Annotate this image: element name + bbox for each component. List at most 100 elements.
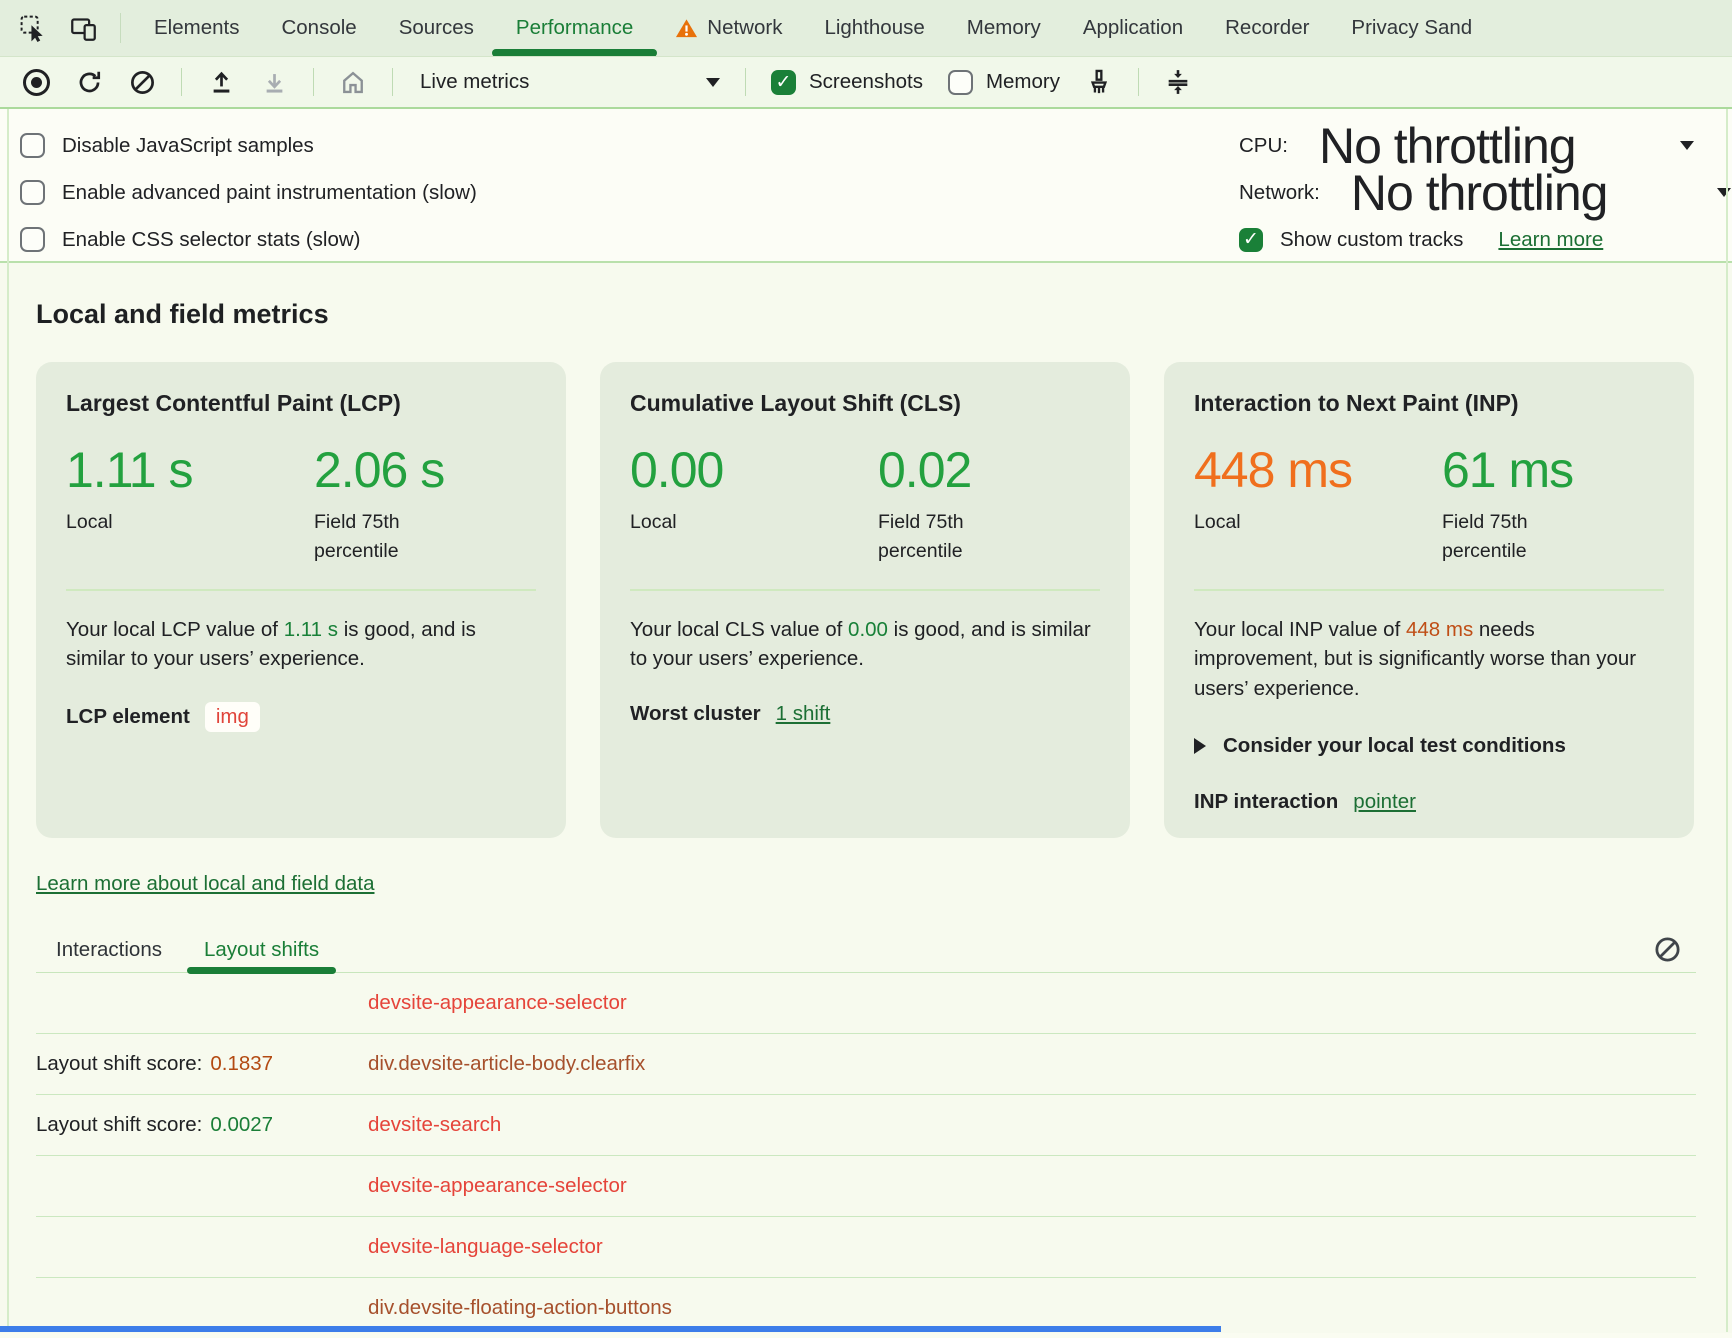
history-selected-value: Live metrics: [420, 70, 530, 93]
download-profile-button[interactable]: [260, 68, 288, 96]
history-select[interactable]: Live metrics: [420, 70, 720, 94]
tab-sources[interactable]: Sources: [398, 16, 474, 39]
cpu-selected-value: No throttling: [1318, 117, 1577, 174]
element-link[interactable]: div.devsite-floating-action-buttons: [368, 1296, 672, 1319]
collapse-tracks-button[interactable]: [1164, 68, 1192, 96]
field-label: Field 75th percentile: [878, 511, 964, 563]
divider: [1138, 68, 1139, 96]
screenshots-checkbox[interactable]: ✓ Screenshots: [771, 69, 923, 95]
element-link[interactable]: devsite-language-selector: [368, 1235, 603, 1258]
live-metrics-view: Local and field metrics Largest Contentf…: [0, 263, 1732, 1333]
checkbox-label: Enable CSS selector stats (slow): [62, 227, 361, 251]
divider: [181, 68, 182, 96]
inp-values: 448 ms Local 61 ms Field 75th percentile: [1194, 441, 1664, 567]
horizontal-scrollbar-thumb[interactable]: [0, 1326, 1221, 1332]
worst-cluster-label: Worst cluster: [630, 702, 761, 726]
local-label: Local: [66, 511, 113, 533]
tab-layout-shifts[interactable]: Layout shifts: [186, 938, 337, 974]
tab-elements[interactable]: Elements: [154, 16, 240, 39]
reload-and-record-button[interactable]: [75, 68, 103, 96]
cls-worst-cluster-row: Worst cluster 1 shift: [630, 702, 1100, 726]
lcp-card-title: Largest Contentful Paint (LCP): [66, 390, 401, 416]
gc-collect-button[interactable]: [1085, 68, 1113, 96]
capture-settings-left: Disable JavaScript samples Enable advanc…: [20, 122, 477, 263]
local-test-conditions-disclosure[interactable]: Consider your local test conditions: [1194, 734, 1664, 758]
record-button[interactable]: [22, 68, 50, 96]
tab-network[interactable]: Network: [654, 0, 803, 56]
tab-application[interactable]: Application: [1082, 16, 1184, 39]
score-label: Layout shift score:: [36, 1113, 203, 1136]
tab-lighthouse[interactable]: Lighthouse: [824, 16, 925, 39]
inp-field-value: 61 ms: [1442, 442, 1574, 498]
capture-settings-right: CPU: No throttling Network: No throttlin…: [1239, 118, 1731, 263]
upload-icon: [213, 71, 229, 93]
tab-performance[interactable]: Performance: [491, 0, 658, 56]
panel-left-edge: [7, 109, 9, 1332]
memory-checkbox[interactable]: Memory: [947, 69, 1060, 95]
disable-js-samples-checkbox[interactable]: Disable JavaScript samples: [20, 122, 477, 169]
element-link[interactable]: devsite-appearance-selector: [368, 1174, 627, 1197]
tab-console[interactable]: Console: [281, 16, 357, 39]
clear-log-button[interactable]: [1652, 934, 1682, 964]
layout-shift-row: Layout shift score: 0.0027 devsite-searc…: [36, 1095, 1696, 1156]
checkbox-label: Enable advanced paint instrumentation (s…: [62, 180, 477, 204]
triangle-right-icon: [1194, 738, 1206, 755]
tab-interactions[interactable]: Interactions: [56, 938, 162, 961]
inp-card: Interaction to Next Paint (INP) 448 ms L…: [1164, 362, 1694, 838]
cls-values: 0.00 Local 0.02 Field 75th percentile: [630, 441, 1100, 567]
lcp-field-value: 2.06 s: [314, 442, 445, 498]
element-link[interactable]: devsite-search: [368, 1113, 502, 1136]
score-label: Layout shift score:: [36, 1052, 203, 1075]
log-tab-bar: Interactions Layout shifts: [36, 928, 1696, 974]
memory-label: Memory: [985, 70, 1060, 93]
inp-interaction-link[interactable]: pointer: [1353, 790, 1416, 814]
clear-button[interactable]: [128, 68, 156, 96]
upload-profile-button[interactable]: [207, 68, 235, 96]
capture-settings: Disable JavaScript samples Enable advanc…: [0, 109, 1732, 263]
inp-interaction-row: INP interaction pointer: [1194, 790, 1664, 814]
home-button[interactable]: [339, 68, 367, 96]
inspect-element-icon[interactable]: [18, 13, 48, 43]
divider: [745, 68, 746, 96]
chevron-down-icon: [1717, 188, 1731, 197]
layout-shift-row: Layout shift score: 0.1837 div.devsite-a…: [36, 1034, 1696, 1095]
network-selected-value: No throttling: [1350, 164, 1609, 221]
lcp-element-row: LCP element img: [66, 702, 536, 733]
lcp-values: 1.11 s Local 2.06 s Field 75th percentil…: [66, 441, 536, 567]
cls-local-value: 0.00: [630, 442, 724, 498]
element-link[interactable]: div.devsite-article-body.clearfix: [368, 1052, 646, 1075]
layout-shift-row: div.devsite-floating-action-buttons: [36, 1278, 1696, 1338]
layout-shift-rows: devsite-appearance-selector Layout shift…: [36, 973, 1696, 1338]
lcp-card: Largest Contentful Paint (LCP) 1.11 s Lo…: [36, 362, 566, 838]
inspect-cursor-icon: [20, 15, 43, 42]
element-link[interactable]: devsite-appearance-selector: [368, 991, 627, 1014]
divider: [630, 588, 1100, 591]
show-custom-tracks-checkbox[interactable]: ✓ Show custom tracks Learn more: [1239, 216, 1731, 263]
tab-memory[interactable]: Memory: [966, 16, 1041, 39]
checkbox-unchecked-icon: [20, 180, 45, 205]
lcp-element-label: LCP element: [66, 705, 190, 729]
lcp-local-value: 1.11 s: [66, 442, 194, 498]
checkbox-unchecked-icon: [947, 69, 973, 95]
cpu-throttling-select[interactable]: CPU: No throttling: [1239, 118, 1694, 174]
download-icon: [266, 73, 282, 93]
inp-local-value: 448 ms: [1194, 442, 1353, 498]
css-selector-stats-checkbox[interactable]: Enable CSS selector stats (slow): [20, 216, 477, 263]
panel-right-edge: [1726, 109, 1728, 1332]
score-cell: Layout shift score: 0.1837: [36, 1052, 368, 1076]
learn-local-field-data-link[interactable]: Learn more about local and field data: [36, 872, 375, 895]
chevron-down-icon: [1680, 141, 1694, 150]
score-value: 0.1837: [210, 1052, 274, 1075]
worst-cluster-link[interactable]: 1 shift: [775, 702, 831, 726]
learn-more-link[interactable]: Learn more: [1498, 227, 1604, 251]
chevron-down-icon: [706, 77, 720, 87]
network-throttling-select[interactable]: Network: No throttling: [1239, 165, 1731, 221]
advanced-paint-instrumentation-checkbox[interactable]: Enable advanced paint instrumentation (s…: [20, 169, 477, 216]
tab-recorder[interactable]: Recorder: [1225, 16, 1310, 39]
lcp-description: Your local LCP value of 1.11 s is good, …: [66, 617, 476, 671]
show-custom-tracks-label: Show custom tracks: [1280, 227, 1464, 251]
tab-privacy-sandbox[interactable]: Privacy Sand: [1351, 16, 1473, 39]
divider: [313, 68, 314, 96]
lcp-element-node-link[interactable]: img: [204, 702, 260, 733]
device-toolbar-icon[interactable]: [68, 13, 98, 43]
